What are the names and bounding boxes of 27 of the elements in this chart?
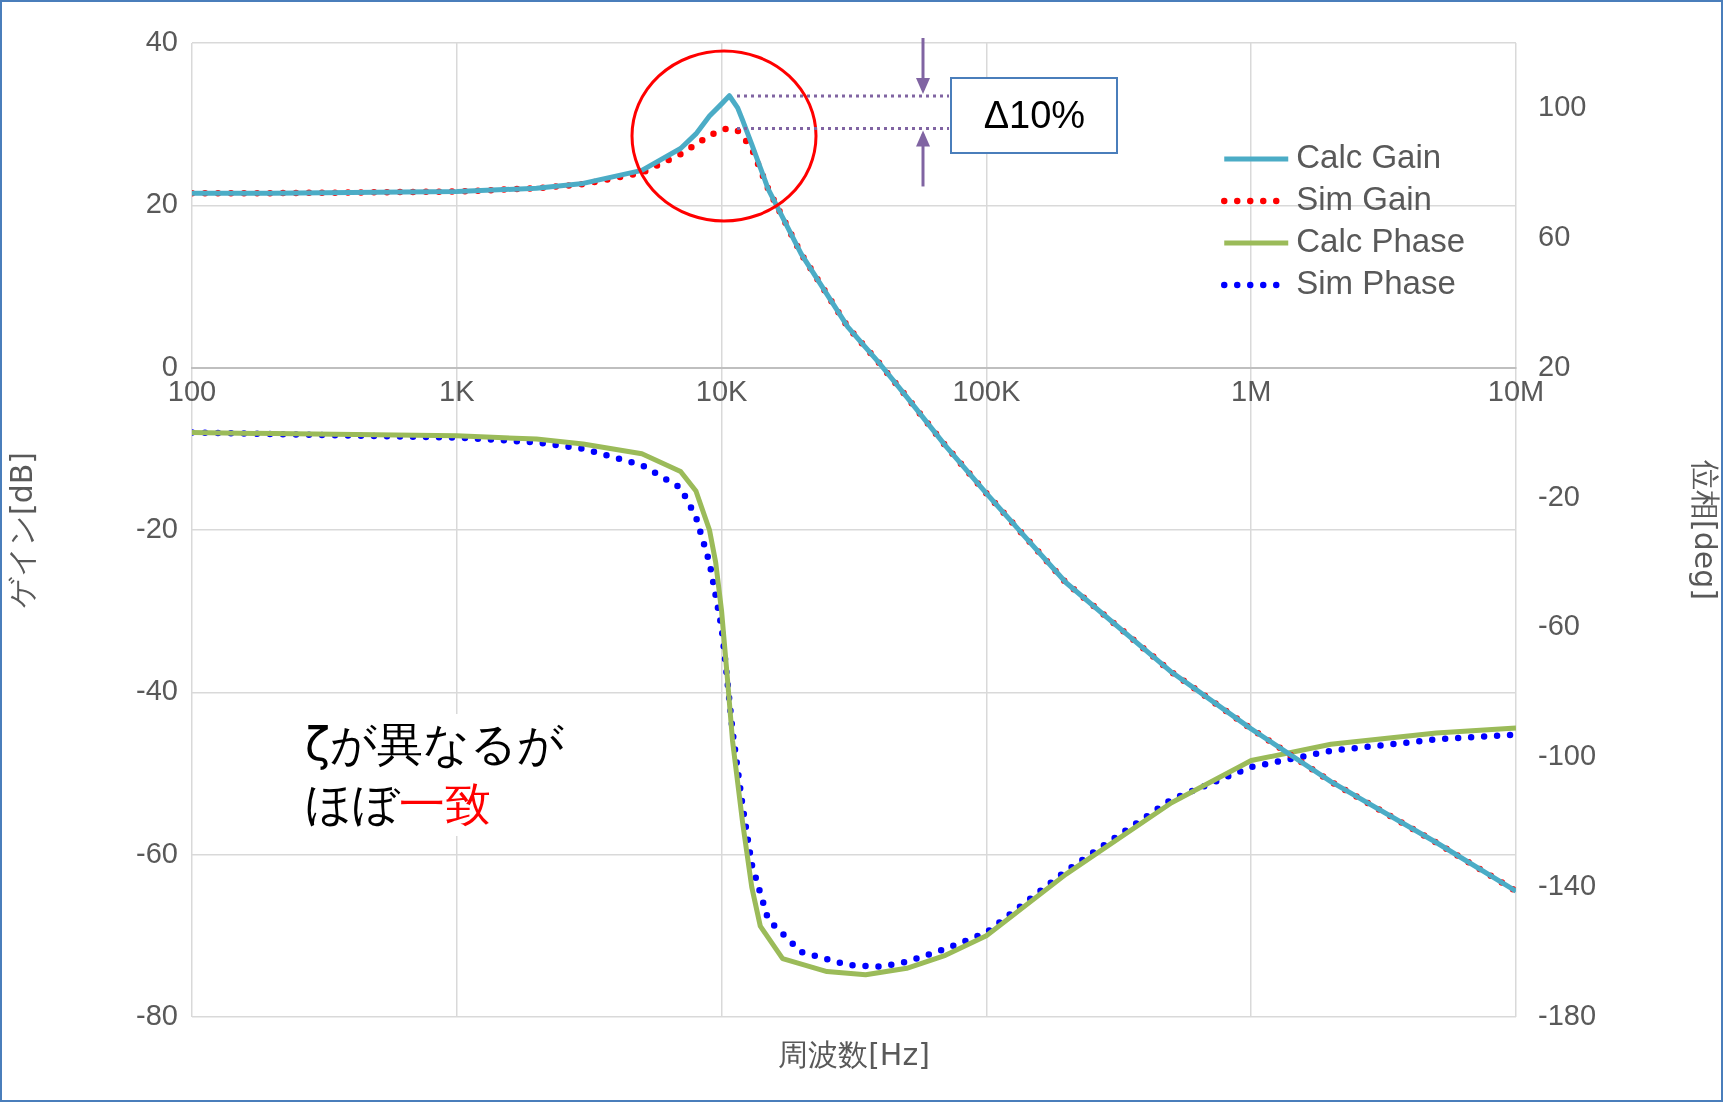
y-tick-label: -40 [136,674,178,707]
x-tick-label: 1M [1231,375,1272,408]
annotation: ほぼ一致 [305,777,491,831]
x-tick-label: 100K [952,375,1021,408]
x-axis-title: 周波数[Hz] [778,1036,930,1072]
y2-tick-label: 60 [1538,219,1571,252]
y2-tick-label: 100 [1538,89,1587,122]
x-tick-label: 10K [695,375,749,408]
legend-label: Sim Gain [1296,180,1432,218]
x-tick-label: 1K [439,375,476,408]
y-tick-label: 40 [145,25,178,57]
legend-label: Sim Phase [1296,264,1456,302]
y-tick-label: -80 [136,999,178,1031]
y2-tick-label: -180 [1538,999,1597,1031]
y-axis-title: ゲイン[dB] [3,451,39,609]
legend-label: Calc Gain [1296,138,1442,176]
legend-label: Calc Phase [1296,222,1466,260]
y2-tick-label: -20 [1538,479,1580,512]
y-tick-label: -60 [136,836,178,869]
annotation: Δ10% [950,76,1119,154]
y-tick-label: -20 [136,512,178,544]
y2-tick-label: -100 [1538,739,1597,772]
y2-tick-label: -140 [1538,869,1597,902]
y2-axis-title: 位相[deg] [1688,460,1723,600]
annotation: ζが異なるが [299,714,571,776]
y-tick-label: 20 [145,187,178,220]
y2-tick-label: -60 [1538,609,1580,642]
